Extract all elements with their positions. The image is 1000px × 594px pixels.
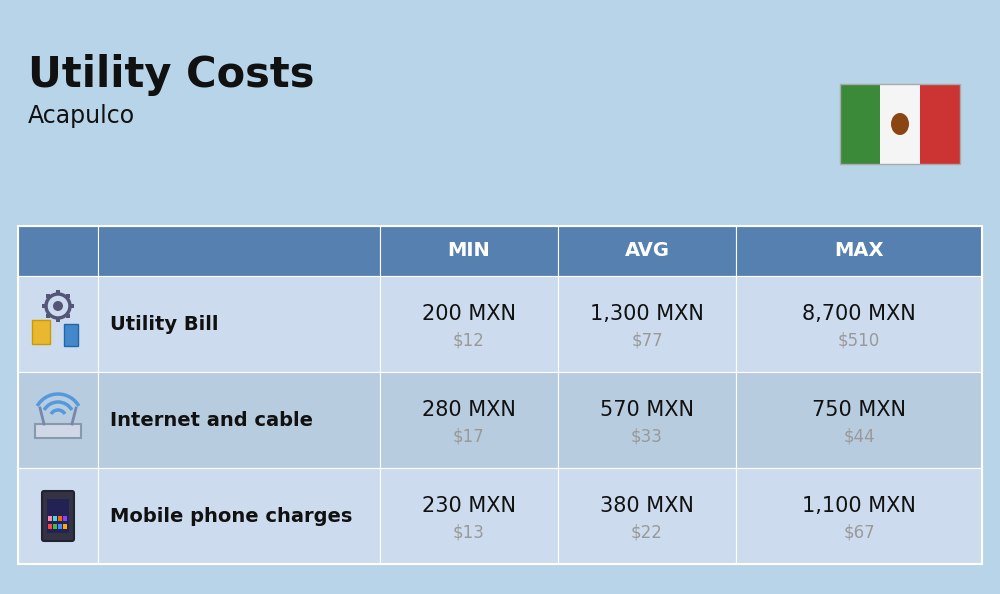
Text: AVG: AVG: [624, 242, 670, 261]
Bar: [63, 524, 67, 529]
Bar: [558, 276, 736, 372]
Bar: [98, 276, 380, 372]
Text: 280 MXN: 280 MXN: [422, 400, 516, 420]
Bar: [736, 468, 982, 564]
Text: $17: $17: [453, 427, 485, 445]
Text: $13: $13: [453, 523, 485, 541]
Bar: [840, 84, 880, 164]
Text: 200 MXN: 200 MXN: [422, 304, 516, 324]
Text: 750 MXN: 750 MXN: [812, 400, 906, 420]
Text: 1,100 MXN: 1,100 MXN: [802, 496, 916, 516]
Bar: [46, 314, 50, 318]
Bar: [70, 304, 74, 308]
Text: 8,700 MXN: 8,700 MXN: [802, 304, 916, 324]
Bar: [58, 516, 62, 521]
Text: MAX: MAX: [834, 242, 884, 261]
Bar: [42, 304, 46, 308]
Bar: [35, 424, 81, 438]
Bar: [56, 318, 60, 322]
Text: MIN: MIN: [448, 242, 490, 261]
Ellipse shape: [891, 113, 909, 135]
Text: $77: $77: [631, 331, 663, 349]
Bar: [18, 226, 982, 564]
Bar: [18, 226, 98, 276]
Text: 380 MXN: 380 MXN: [600, 496, 694, 516]
Text: Utility Costs: Utility Costs: [28, 54, 314, 96]
Bar: [48, 516, 52, 521]
Bar: [380, 468, 558, 564]
FancyBboxPatch shape: [42, 491, 74, 541]
Bar: [736, 226, 982, 276]
Text: 570 MXN: 570 MXN: [600, 400, 694, 420]
Bar: [558, 468, 736, 564]
Bar: [18, 372, 98, 468]
Bar: [46, 294, 50, 298]
Text: $22: $22: [631, 523, 663, 541]
Text: $67: $67: [843, 523, 875, 541]
Bar: [98, 226, 380, 276]
Circle shape: [53, 301, 63, 311]
Bar: [66, 294, 70, 298]
Bar: [53, 516, 57, 521]
Text: Acapulco: Acapulco: [28, 104, 135, 128]
Bar: [98, 372, 380, 468]
Text: $510: $510: [838, 331, 880, 349]
Text: Utility Bill: Utility Bill: [110, 314, 218, 333]
Text: Internet and cable: Internet and cable: [110, 410, 313, 429]
Bar: [66, 314, 70, 318]
Bar: [63, 516, 67, 521]
Bar: [736, 276, 982, 372]
Bar: [64, 324, 78, 346]
Text: $12: $12: [453, 331, 485, 349]
Bar: [18, 276, 98, 372]
Bar: [380, 372, 558, 468]
Bar: [920, 84, 960, 164]
Bar: [32, 320, 50, 344]
Bar: [98, 468, 380, 564]
Text: $44: $44: [843, 427, 875, 445]
Bar: [48, 524, 52, 529]
Text: $33: $33: [631, 427, 663, 445]
Bar: [53, 524, 57, 529]
Bar: [47, 499, 69, 533]
Text: 1,300 MXN: 1,300 MXN: [590, 304, 704, 324]
Bar: [380, 276, 558, 372]
Bar: [736, 372, 982, 468]
Bar: [558, 372, 736, 468]
Text: Mobile phone charges: Mobile phone charges: [110, 507, 352, 526]
Text: 230 MXN: 230 MXN: [422, 496, 516, 516]
Bar: [880, 84, 920, 164]
Bar: [840, 84, 960, 164]
Bar: [58, 524, 62, 529]
Bar: [18, 468, 98, 564]
Bar: [56, 290, 60, 294]
Bar: [558, 226, 736, 276]
Bar: [380, 226, 558, 276]
